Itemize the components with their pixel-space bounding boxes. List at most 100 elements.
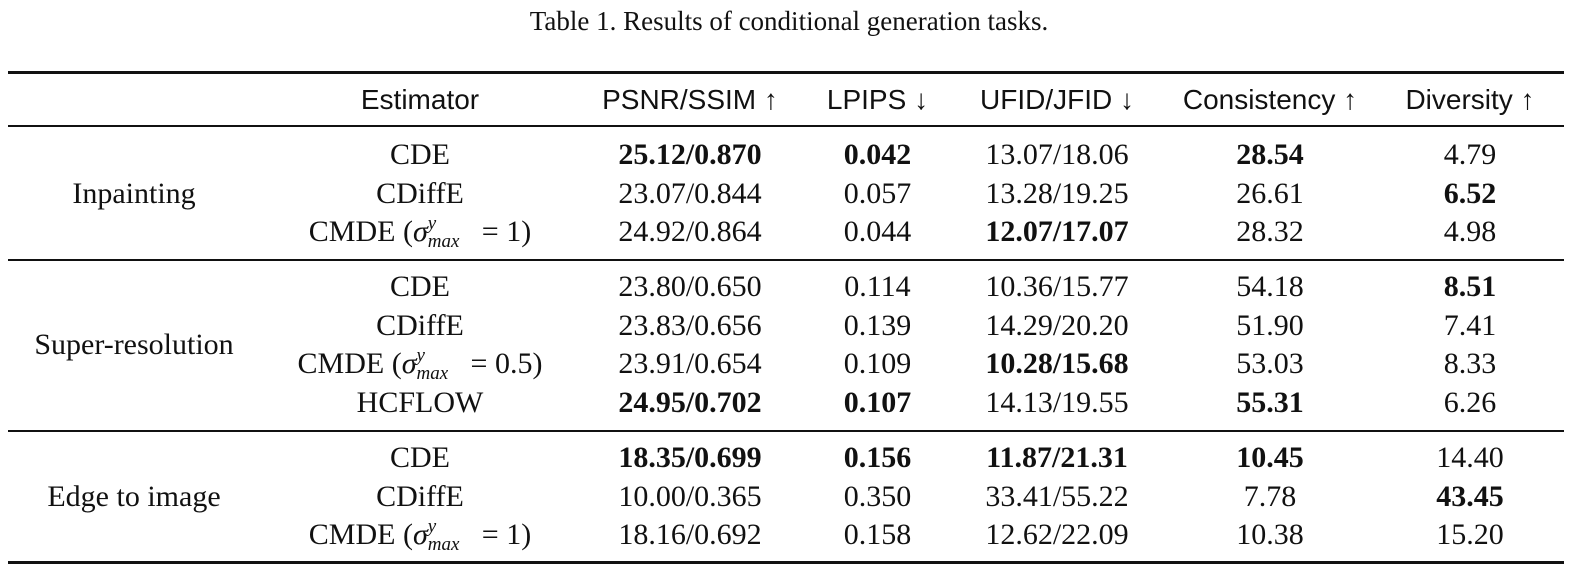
task-label-edge-to-image: Edge to image [47, 480, 221, 513]
cell-ufid-jfid: 13.28/19.25 [985, 177, 1129, 210]
cell-consistency: 10.45 [1236, 441, 1304, 474]
group-rule [8, 259, 1564, 261]
estimator-name: CMDE [308, 518, 396, 551]
table-row: CMDE (σ y max = 0.5) 23.91/0.654 0.109 10.28/1… [0, 345, 1578, 385]
cell-estimator: HCFLOW [265, 384, 575, 422]
table-row: CDiffE 23.07/0.844 0.057 13.28/19.25 26.61 6.… [0, 175, 1578, 213]
cell-lpips: 0.044 [843, 215, 912, 248]
cell-psnr-ssim: 23.83/0.656 [618, 309, 762, 342]
cell-diversity: 6.52 [1443, 177, 1497, 210]
table-row: CDiffE 10.00/0.365 0.350 33.41/55.22 7.78 43.… [0, 478, 1578, 516]
cell-psnr-ssim: 23.91/0.654 [618, 347, 762, 380]
cell-lpips: 0.139 [843, 309, 912, 342]
estimator-name: CDE [390, 270, 450, 303]
cell-psnr-ssim: 23.07/0.844 [618, 177, 762, 210]
header-diversity: Diversity ↑ [1405, 84, 1535, 115]
cell-psnr-ssim: 24.92/0.864 [618, 215, 762, 248]
cell-consistency: 28.54 [1236, 138, 1304, 171]
cell-consistency: 51.90 [1236, 309, 1304, 342]
estimator-name: CDiffE [376, 309, 464, 342]
cell-estimator: CDE [265, 136, 575, 174]
cell-consistency: 10.38 [1236, 518, 1304, 551]
cell-psnr-ssim: 23.80/0.650 [618, 270, 762, 303]
sigma-max-annotation: (σ y max = 0.5) [384, 345, 543, 385]
cell-estimator: CMDE (σ y max = 0.5) [265, 345, 575, 385]
sigma-max-annotation: (σ y max = 1) [395, 516, 532, 556]
cell-diversity: 4.79 [1443, 138, 1497, 171]
cell-ufid-jfid: 10.28/15.68 [985, 347, 1129, 380]
table-row: CDE 23.80/0.650 0.114 10.36/15.77 54.18 8.51 [0, 268, 1578, 306]
cell-consistency: 28.32 [1236, 215, 1304, 248]
estimator-name: HCFLOW [356, 386, 484, 419]
cell-diversity: 6.26 [1443, 386, 1497, 419]
cell-ufid-jfid: 12.07/17.07 [985, 215, 1129, 248]
table-caption: Table 1. Results of conditional generati… [529, 6, 1049, 36]
cell-ufid-jfid: 33.41/55.22 [985, 480, 1129, 513]
estimator-name: CDiffE [376, 177, 464, 210]
sigma-max-value: 0.5 [494, 347, 533, 380]
cell-lpips: 0.156 [843, 441, 912, 474]
header-estimator: Estimator [360, 84, 480, 115]
estimator-name: CDE [390, 138, 450, 171]
task-label-super-resolution: Super-resolution [34, 328, 234, 361]
cell-psnr-ssim: 10.00/0.365 [618, 480, 762, 513]
cell-estimator: CDiffE [265, 307, 575, 345]
cell-diversity: 8.33 [1443, 347, 1497, 380]
cell-estimator: CMDE (σ y max = 1) [265, 516, 575, 556]
cell-lpips: 0.057 [843, 177, 912, 210]
cell-ufid-jfid: 14.13/19.55 [985, 386, 1129, 419]
cell-diversity: 14.40 [1436, 441, 1504, 474]
cell-lpips: 0.042 [843, 138, 912, 171]
cell-psnr-ssim: 18.16/0.692 [618, 518, 762, 551]
cell-diversity: 8.51 [1443, 270, 1497, 303]
cell-estimator: CDiffE [265, 175, 575, 213]
top-rule [8, 71, 1564, 74]
sigma-max-value: 1 [506, 518, 522, 551]
cell-diversity: 7.41 [1443, 309, 1497, 342]
header-rule [8, 125, 1564, 127]
cell-diversity: 4.98 [1443, 215, 1497, 248]
cell-lpips: 0.109 [843, 347, 912, 380]
cell-psnr-ssim: 18.35/0.699 [618, 441, 762, 474]
estimator-name: CMDE [297, 347, 385, 380]
cell-estimator: CMDE (σ y max = 1) [265, 213, 575, 253]
cell-ufid-jfid: 11.87/21.31 [986, 441, 1128, 474]
cell-psnr-ssim: 25.12/0.870 [618, 138, 762, 171]
bottom-rule [8, 561, 1564, 564]
cell-lpips: 0.158 [843, 518, 912, 551]
cell-estimator: CDiffE [265, 478, 575, 516]
estimator-name: CMDE [308, 215, 396, 248]
cell-ufid-jfid: 13.07/18.06 [985, 138, 1129, 171]
table-row: CMDE (σ y max = 1) 18.16/0.692 0.158 12.62/22.… [0, 516, 1578, 556]
cell-lpips: 0.114 [844, 270, 911, 303]
sigma-max-value: 1 [506, 215, 522, 248]
table-row: HCFLOW 24.95/0.702 0.107 14.13/19.55 55.31 6.… [0, 384, 1578, 422]
cell-ufid-jfid: 12.62/22.09 [985, 518, 1129, 551]
cell-consistency: 26.61 [1236, 177, 1304, 210]
cell-consistency: 55.31 [1236, 386, 1304, 419]
group-rule [8, 430, 1564, 432]
cell-psnr-ssim: 24.95/0.702 [618, 386, 762, 419]
header-ufid-jfid: UFID/JFID ↓ [980, 84, 1134, 115]
cell-diversity: 15.20 [1436, 518, 1504, 551]
header-lpips: LPIPS ↓ [826, 84, 929, 115]
estimator-name: CDiffE [376, 480, 464, 513]
task-label-inpainting: Inpainting [72, 177, 196, 210]
cell-estimator: CDE [265, 268, 575, 306]
table-row: CDE 18.35/0.699 0.156 11.87/21.31 10.45 14.40 [0, 439, 1578, 477]
cell-ufid-jfid: 10.36/15.77 [985, 270, 1129, 303]
cell-ufid-jfid: 14.29/20.20 [985, 309, 1129, 342]
cell-estimator: CDE [265, 439, 575, 477]
header-consistency: Consistency ↑ [1182, 84, 1358, 115]
cell-lpips: 0.350 [843, 480, 912, 513]
cell-consistency: 54.18 [1236, 270, 1304, 303]
header-row: Estimator PSNR/SSIM ↑ LPIPS ↓ UFID/JFID … [0, 81, 1578, 119]
table-row: CMDE (σ y max = 1) 24.92/0.864 0.044 12.07/17.… [0, 213, 1578, 253]
header-psnr-ssim: PSNR/SSIM ↑ [602, 84, 778, 115]
table-row: CDiffE 23.83/0.656 0.139 14.29/20.20 51.90 7.… [0, 307, 1578, 345]
sigma-max-annotation: (σ y max = 1) [395, 213, 532, 253]
table-row: CDE 25.12/0.870 0.042 13.07/18.06 28.54 4.79 [0, 136, 1578, 174]
cell-consistency: 53.03 [1236, 347, 1304, 380]
cell-lpips: 0.107 [843, 386, 912, 419]
estimator-name: CDE [390, 441, 450, 474]
